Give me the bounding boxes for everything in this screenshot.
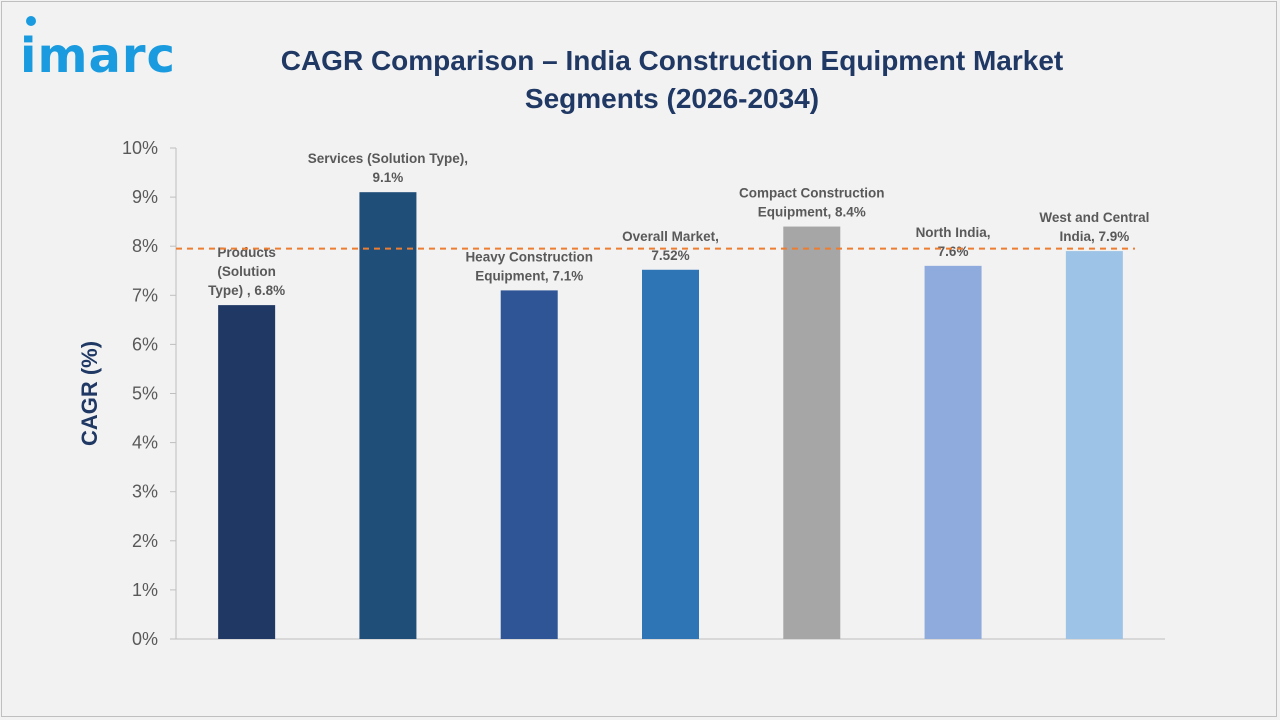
y-tick-label: 4% bbox=[132, 433, 158, 453]
chart-title-line-1: CAGR Comparison – India Construction Equ… bbox=[280, 45, 1064, 76]
y-tick-label: 9% bbox=[132, 187, 158, 207]
bar-7 bbox=[1065, 251, 1123, 640]
y-tick-label: 7% bbox=[132, 285, 158, 305]
data-label-2: Services (Solution Type), 9.1% bbox=[308, 151, 468, 185]
bar-3 bbox=[500, 290, 558, 639]
y-axis-title: CAGR (%) bbox=[77, 341, 102, 446]
y-tick-label: 3% bbox=[132, 482, 158, 502]
chart-title: CAGR Comparison – India Construction Equ… bbox=[272, 42, 1072, 118]
bar-5 bbox=[783, 226, 841, 639]
imarc-logo: imarc bbox=[20, 28, 176, 84]
bar-6 bbox=[924, 265, 982, 639]
y-tick-label: 10% bbox=[122, 138, 158, 158]
y-tick-label: 8% bbox=[132, 236, 158, 256]
data-label-5: Compact Construction Equipment, 8.4% bbox=[739, 186, 885, 220]
bar-4 bbox=[642, 269, 699, 639]
data-label-4: Overall Market, 7.52% bbox=[622, 229, 719, 263]
data-label-3: Heavy Construction Equipment, 7.1% bbox=[465, 249, 593, 283]
y-tick-label: 5% bbox=[132, 384, 158, 404]
bar-2 bbox=[359, 192, 417, 639]
y-tick-label: 6% bbox=[132, 334, 158, 354]
y-tick-label: 2% bbox=[132, 531, 158, 551]
chart-title-line-2: Segments (2026-2034) bbox=[524, 83, 820, 114]
bar-1 bbox=[218, 305, 276, 639]
y-tick-label: 0% bbox=[132, 629, 158, 649]
data-label-7: West and Central India, 7.9% bbox=[1039, 210, 1149, 244]
y-tick-label: 1% bbox=[132, 580, 158, 600]
data-label-6: North India, 7.6% bbox=[916, 225, 991, 259]
logo-dot bbox=[26, 16, 36, 26]
data-label-1: Products (Solution Type) , 6.8% bbox=[208, 245, 285, 298]
